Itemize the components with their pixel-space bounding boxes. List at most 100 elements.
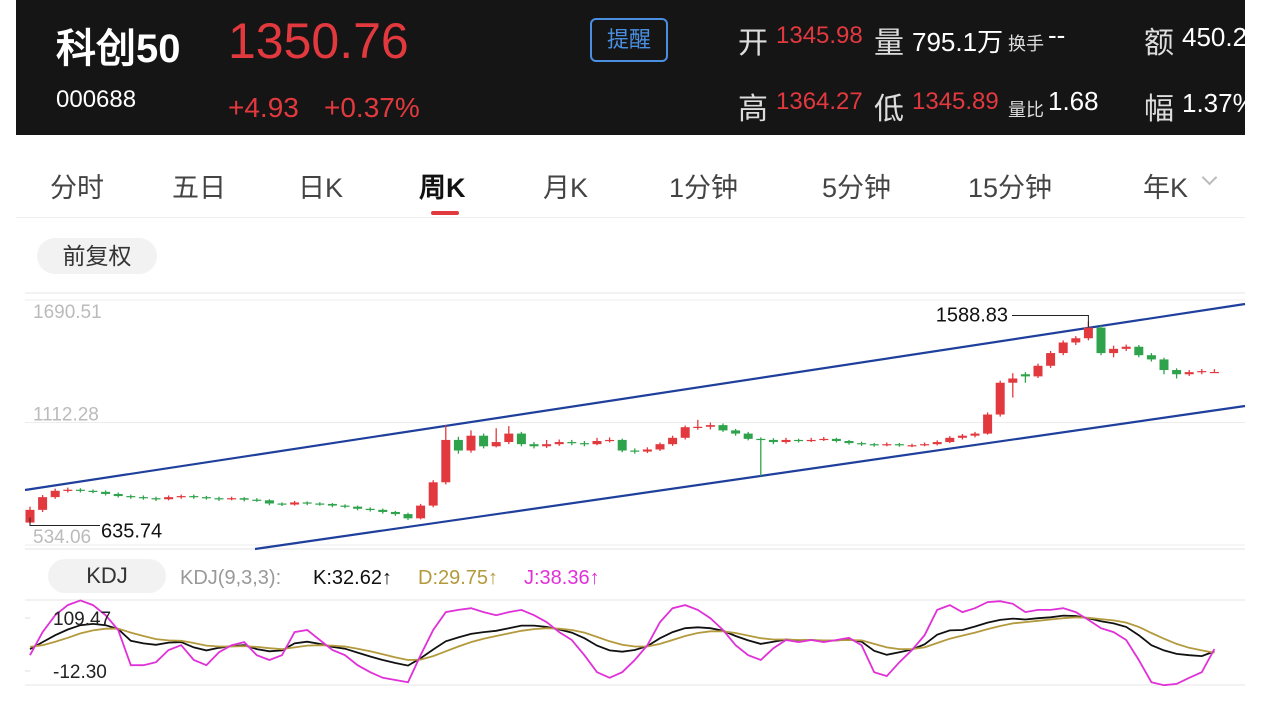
stat-value: 450.2 bbox=[1182, 22, 1245, 52]
candle-body bbox=[655, 444, 665, 450]
candle-body bbox=[995, 382, 1005, 415]
candle-body bbox=[819, 438, 829, 441]
kdj-legend-entry: D:29.75↑ bbox=[418, 567, 498, 589]
high-label: 1588.83 bbox=[936, 305, 1008, 327]
candle-body bbox=[1184, 372, 1194, 375]
candle-body bbox=[1096, 327, 1106, 354]
candle-body bbox=[592, 440, 602, 445]
y-tick-label: 1690.51 bbox=[33, 302, 102, 323]
candle-body bbox=[491, 442, 501, 447]
stat-label: 量 bbox=[874, 27, 904, 60]
candle-body bbox=[668, 437, 678, 445]
candle-body bbox=[239, 498, 249, 500]
stat-label: 高 bbox=[738, 93, 768, 126]
quote-header: 科创50 000688 1350.76 +4.93 +0.37% 提醒 开 134… bbox=[16, 0, 1245, 135]
stat-label: 开 bbox=[738, 27, 768, 60]
dropdown-chevron bbox=[1201, 169, 1218, 186]
stat-label: 换手 bbox=[1008, 34, 1044, 54]
stat-value: -- bbox=[1048, 20, 1066, 50]
candle-body bbox=[214, 498, 224, 500]
stat-value: 1345.89 bbox=[912, 88, 999, 115]
index-name: 科创50 bbox=[56, 27, 181, 71]
candle-body bbox=[277, 503, 287, 505]
candle-body bbox=[327, 503, 337, 506]
candle-body bbox=[416, 505, 426, 519]
candle-body bbox=[756, 438, 766, 441]
candle-body bbox=[945, 437, 955, 443]
candle-body bbox=[138, 497, 148, 499]
candle-body bbox=[378, 509, 388, 512]
alert-button[interactable]: 提醒 bbox=[590, 18, 668, 62]
period-tab[interactable]: 1分钟 bbox=[669, 173, 739, 203]
kdj-legend: KDJ(9,3,3): K:32.62↑ D:29.75↑ J:38.36↑ bbox=[180, 567, 600, 589]
stat-value: 1.68 bbox=[1048, 86, 1099, 116]
period-tab[interactable]: 年K bbox=[1143, 173, 1189, 203]
candle-body bbox=[365, 508, 375, 510]
candle-body bbox=[227, 498, 237, 500]
candle-body bbox=[970, 433, 980, 436]
period-tab[interactable]: 15分钟 bbox=[968, 173, 1053, 203]
change-pct: +0.37% bbox=[324, 92, 420, 123]
period-tab[interactable]: 五日 bbox=[172, 173, 226, 203]
index-code: 000688 bbox=[56, 86, 137, 113]
candle-body bbox=[50, 490, 60, 498]
stat-label: 量比 bbox=[1008, 100, 1044, 120]
kdj-line bbox=[29, 614, 1215, 667]
stat-value: 1345.98 bbox=[776, 22, 863, 49]
period-tab[interactable]: 月K bbox=[543, 173, 589, 203]
y-tick-label: 1112.28 bbox=[33, 405, 99, 426]
candle-body bbox=[176, 496, 186, 498]
stat-label: 幅 bbox=[1144, 93, 1174, 126]
trend-line bbox=[24, 302, 1246, 492]
price: 1350.76 bbox=[228, 13, 409, 69]
candle-body bbox=[579, 443, 589, 445]
candle-body bbox=[1172, 370, 1182, 375]
candle-body bbox=[1046, 353, 1056, 366]
candle-body bbox=[1134, 346, 1144, 356]
candle-body bbox=[693, 426, 703, 428]
candle-body bbox=[201, 497, 211, 499]
adjust-button[interactable]: 前复权 bbox=[37, 238, 157, 274]
period-tab[interactable]: 日K bbox=[298, 173, 344, 203]
candle-body bbox=[453, 439, 463, 451]
candle-body bbox=[1209, 371, 1219, 374]
candle-body bbox=[605, 439, 615, 442]
kdj-legend-entry: K:32.62↑ bbox=[313, 567, 392, 589]
candle-body bbox=[768, 439, 778, 443]
period-tab[interactable]: 5分钟 bbox=[822, 173, 892, 203]
candle-body bbox=[441, 439, 451, 483]
candle-body bbox=[630, 450, 640, 452]
candle-body bbox=[1020, 374, 1030, 377]
candle-body bbox=[869, 444, 879, 446]
kdj-legend-title: KDJ(9,3,3): bbox=[180, 567, 281, 589]
candle-body bbox=[302, 502, 312, 504]
candle-body bbox=[831, 438, 841, 441]
low-label: 635.74 bbox=[101, 520, 162, 542]
candle-body bbox=[680, 427, 690, 438]
candle-body bbox=[882, 444, 892, 446]
trend-line bbox=[254, 404, 1246, 551]
candle-body bbox=[113, 493, 123, 497]
active-underline bbox=[431, 211, 459, 215]
candle-body bbox=[25, 509, 35, 523]
candle-body bbox=[567, 442, 577, 444]
candle-body bbox=[290, 502, 300, 505]
candle-body bbox=[1008, 378, 1018, 383]
candle-body bbox=[189, 496, 199, 498]
candle-body bbox=[38, 497, 48, 510]
change: +4.93 bbox=[228, 92, 299, 123]
stat-value: 1.37% bbox=[1182, 88, 1245, 118]
candle-body bbox=[466, 435, 476, 451]
kdj-button[interactable]: KDJ bbox=[48, 559, 166, 593]
candle-body bbox=[554, 442, 564, 445]
candle-body bbox=[151, 498, 161, 500]
candle-body bbox=[983, 414, 993, 434]
candle-body bbox=[731, 430, 741, 434]
candle-body bbox=[920, 444, 930, 446]
candle-body bbox=[353, 506, 363, 509]
candle-body bbox=[1159, 359, 1169, 371]
period-tab[interactable]: 周K bbox=[419, 173, 466, 203]
period-tab[interactable]: 分时 bbox=[50, 173, 104, 203]
candle-body bbox=[479, 435, 489, 447]
candle-body bbox=[1146, 355, 1156, 360]
